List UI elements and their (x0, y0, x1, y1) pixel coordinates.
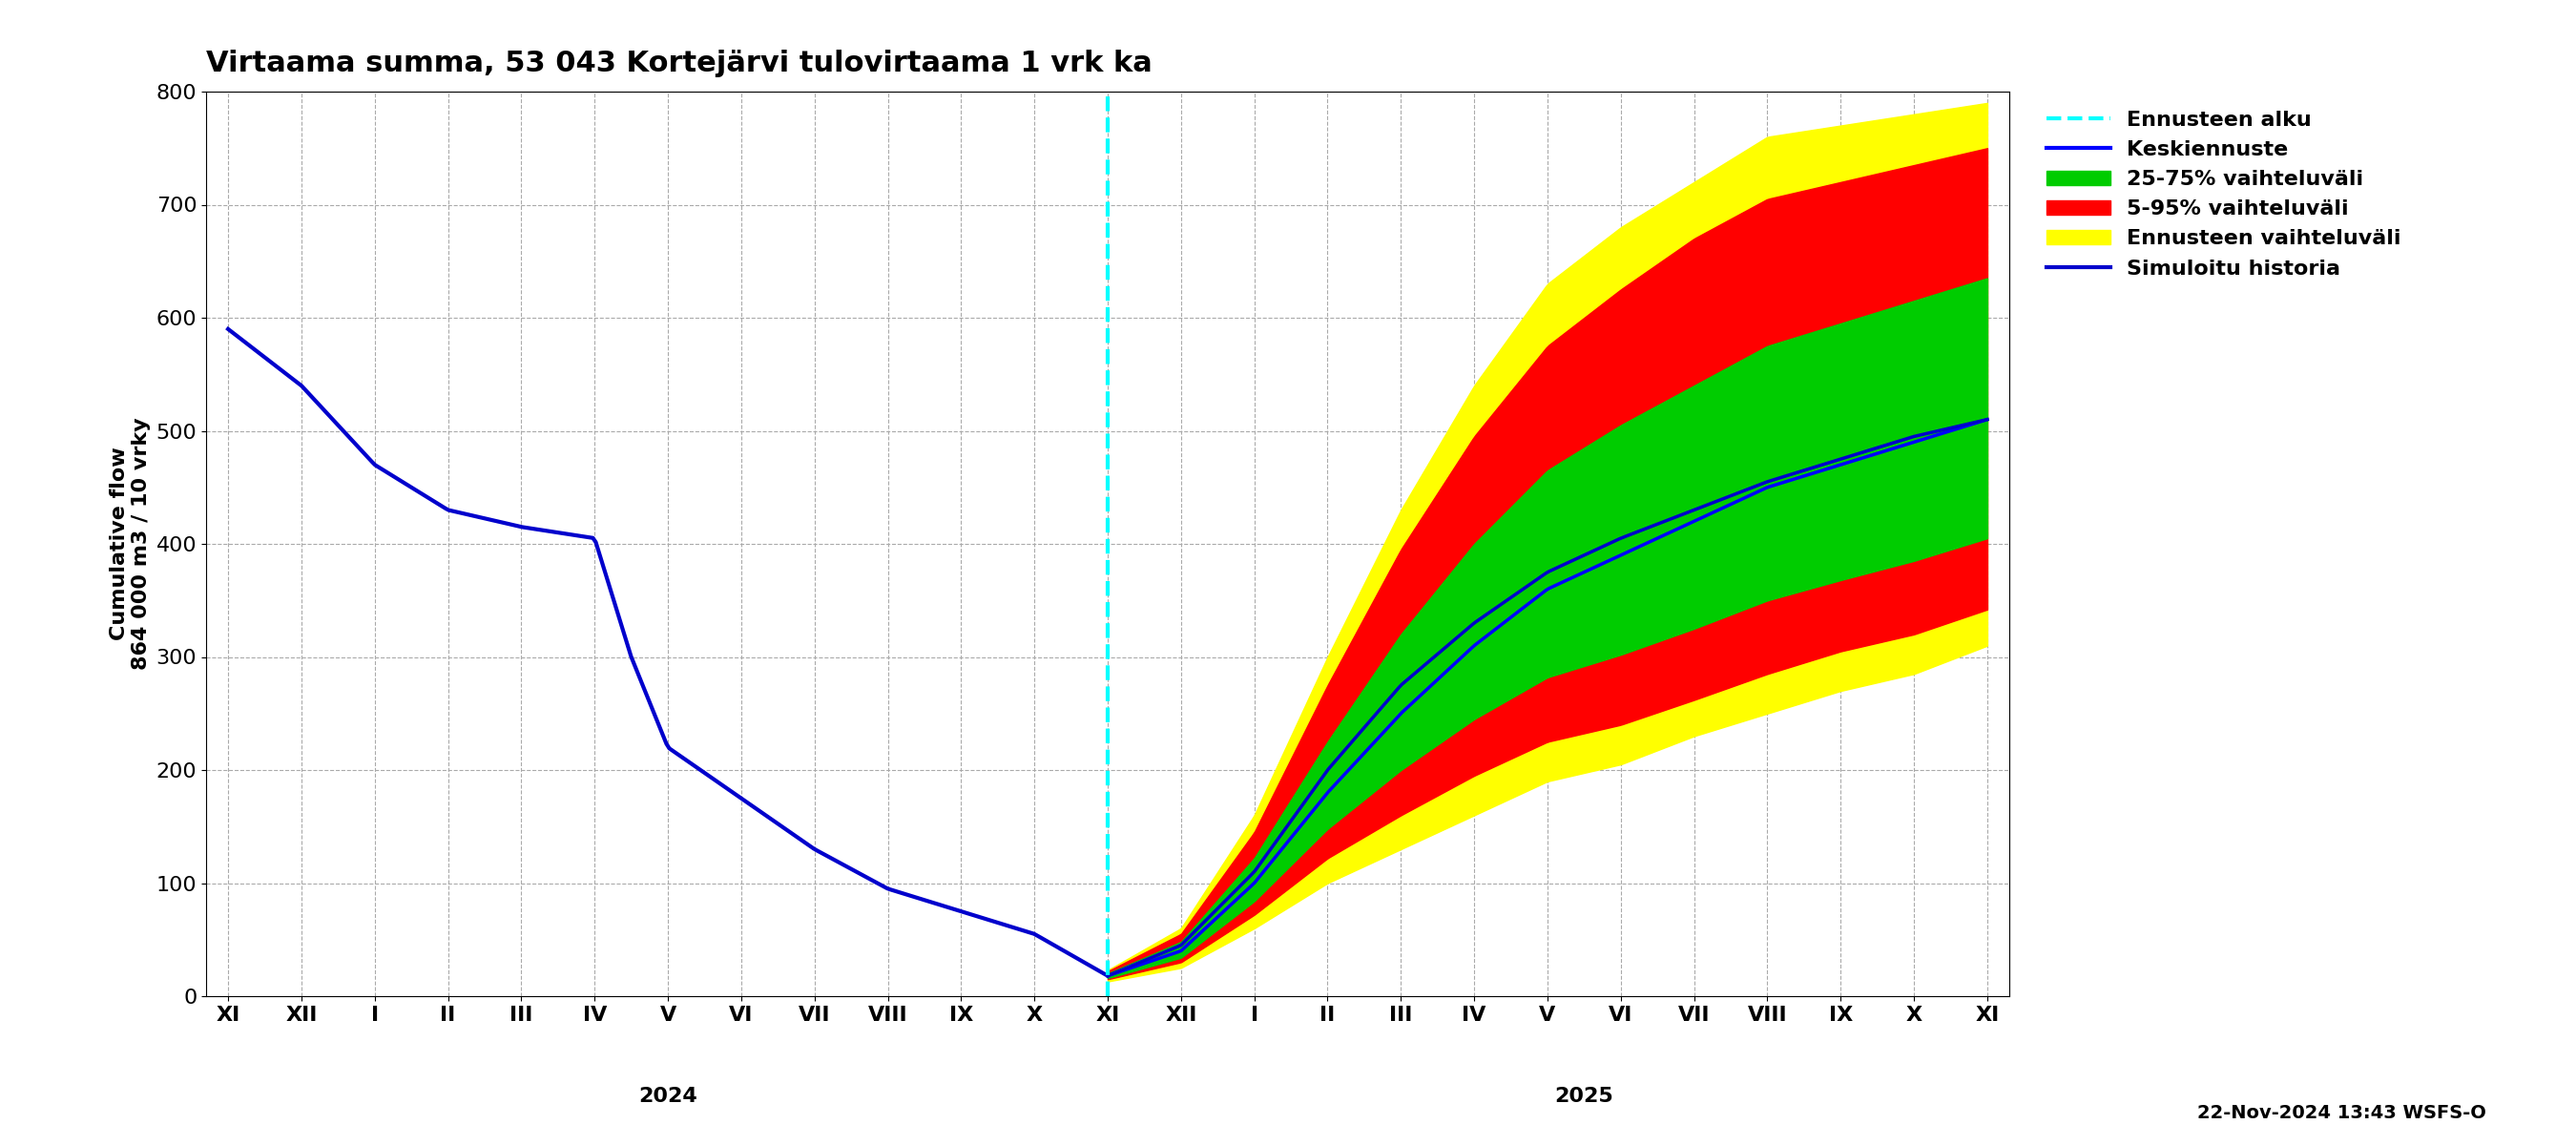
Text: 22-Nov-2024 13:43 WSFS-O: 22-Nov-2024 13:43 WSFS-O (2197, 1104, 2486, 1122)
Text: 2024: 2024 (639, 1087, 698, 1106)
Text: 2025: 2025 (1556, 1087, 1613, 1106)
Legend: Ennusteen alku, Keskiennuste, 25-75% vaihteluväli, 5-95% vaihteluväli, Ennusteen: Ennusteen alku, Keskiennuste, 25-75% vai… (2038, 102, 2409, 286)
Y-axis label: Cumulative flow
864 000 m3 / 10 vrky: Cumulative flow 864 000 m3 / 10 vrky (111, 418, 152, 670)
Text: Virtaama summa, 53 043 Kortejärvi tulovirtaama 1 vrk ka: Virtaama summa, 53 043 Kortejärvi tulovi… (206, 49, 1151, 78)
